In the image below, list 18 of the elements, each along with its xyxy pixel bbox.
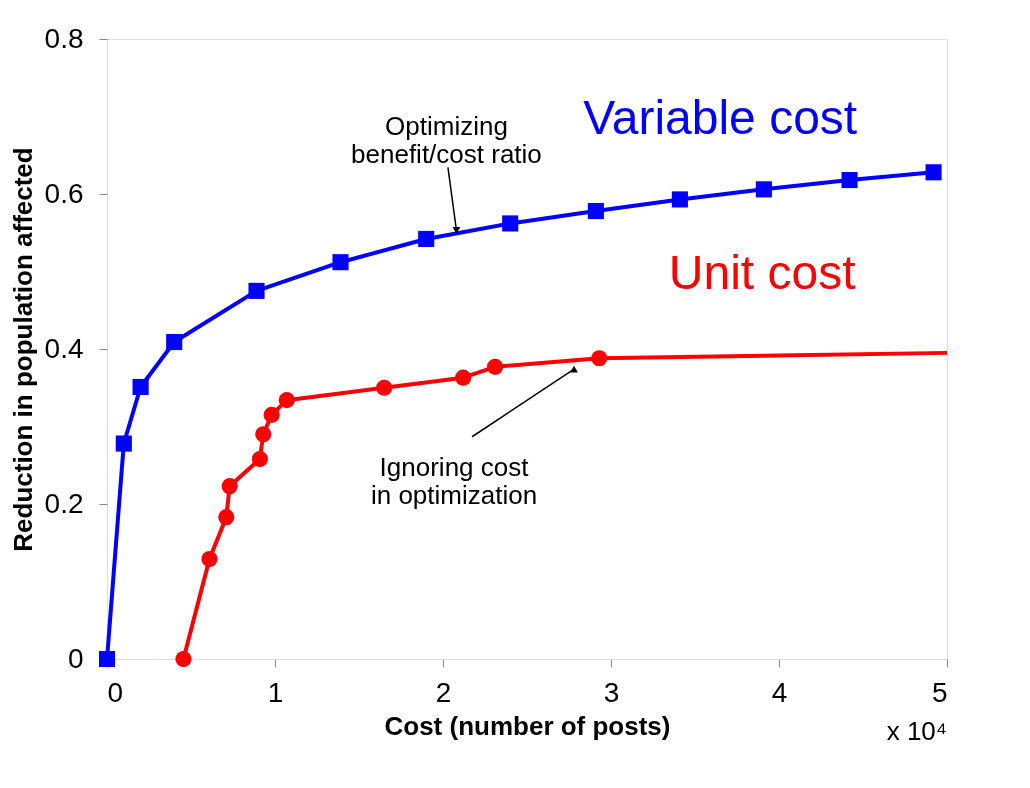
y-tick-label: 0.8: [44, 22, 84, 54]
text: x 10⁴: [886, 716, 947, 746]
x-tick-label: 4: [771, 676, 788, 708]
x-tick-label: 5: [931, 676, 948, 708]
y-tick-label: 0.6: [44, 177, 84, 209]
y-tick-label: 0.2: [44, 487, 84, 519]
annotation: Ignoring cost in optimization: [370, 452, 538, 511]
x-tick-label: 2: [435, 676, 452, 708]
x-tick-label: 1: [267, 676, 284, 708]
x-axis-title: Cost (number of posts): [384, 710, 671, 741]
y-tick-label: 0.4: [44, 332, 84, 364]
series-label: Variable cost: [583, 90, 858, 144]
y-tick-label: 0: [67, 642, 84, 674]
x-tick-label: 0: [107, 676, 124, 708]
annotation: Optimizing benefit/cost ratio: [351, 110, 542, 169]
series-label: Unit cost: [668, 245, 856, 299]
y-axis-title: Reduction in population affected: [7, 147, 38, 552]
x-tick-label: 3: [603, 676, 620, 708]
